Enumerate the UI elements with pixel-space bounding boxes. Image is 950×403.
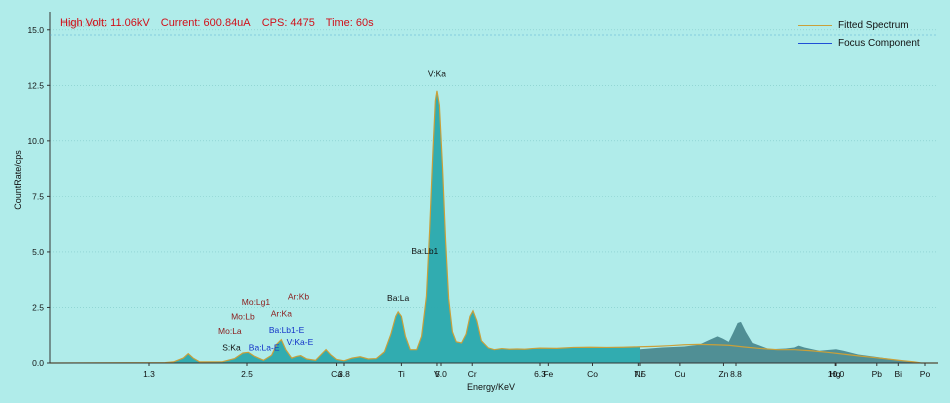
x-tick-label: Cr xyxy=(468,369,477,379)
x-tick-label: 10.0 xyxy=(828,369,845,379)
legend-swatch-focus xyxy=(798,42,832,44)
y-tick-label: 5.0 xyxy=(32,247,44,257)
peak-label: V:Ka-E xyxy=(287,337,314,347)
peak-label: Mo:La xyxy=(218,326,242,336)
x-tick-label: 7.5 xyxy=(634,369,646,379)
x-tick-label: Bi xyxy=(895,369,903,379)
x-ticks: 1.3 2.5 Ca3.8 Ti V5.0 Cr 6.3Fe Co Ni7.5 Cu Zn 8.8 Hg… xyxy=(143,363,930,379)
series-line-fitted-spectrum xyxy=(49,90,938,364)
peak-label: V:Ka xyxy=(428,68,446,78)
x-tick-label: Ni xyxy=(634,369,642,379)
x-tick-label: Po xyxy=(920,369,931,379)
x-tick-label: Pb xyxy=(872,369,883,379)
background-spectrum-area xyxy=(640,321,922,363)
legend-swatch-fitted xyxy=(798,24,832,26)
peak-label: Ba:La-E xyxy=(249,342,280,352)
legend-item-fitted-spectrum[interactable]: Fitted Spectrum xyxy=(798,16,920,34)
y-tick-label: 15.0 xyxy=(27,25,44,35)
axes xyxy=(49,12,938,364)
spectrum-areas xyxy=(50,90,922,363)
x-tick-label: 3.8 xyxy=(338,369,350,379)
peak-label: Ar:Ka xyxy=(271,308,293,318)
x-tick-label: 1.3 xyxy=(143,369,155,379)
y-axis-label: CountRate/cps xyxy=(13,150,23,210)
overlay-total-text: Total:4475 xyxy=(61,19,108,30)
y-tick-label: 7.5 xyxy=(32,191,44,201)
x-tick-label: 6.3 xyxy=(534,369,546,379)
high-volt-text: High Volt: 11.06kV xyxy=(60,17,150,29)
grid-lines xyxy=(50,29,938,364)
peak-label: Ba:Lb1-E xyxy=(269,325,305,335)
x-tick-label: 8.8 xyxy=(730,369,742,379)
series-lines xyxy=(49,90,938,364)
y-tick-label: 10.0 xyxy=(27,136,44,146)
x-tick-label: 2.5 xyxy=(241,369,253,379)
legend-label-focus: Focus Component xyxy=(838,37,920,49)
y-tick-label: 0.0 xyxy=(32,358,44,368)
x-tick-label: V xyxy=(434,369,440,379)
peak-label: Ar:Kb xyxy=(288,292,310,302)
peak-label: Ba:La xyxy=(387,293,409,303)
legend: Fitted Spectrum Focus Component xyxy=(798,16,920,52)
peak-label: Mo:Lg1 xyxy=(242,297,271,307)
x-tick-label: Ti xyxy=(398,369,405,379)
x-tick-label: Co xyxy=(587,369,598,379)
y-ticks: 0.0 2.5 5.0 7.5 10.0 12.5 15.0 xyxy=(27,25,50,368)
legend-item-focus-component[interactable]: Focus Component xyxy=(798,34,920,52)
status-bar: High Volt: 11.06kV Current: 600.84uA CPS… xyxy=(60,17,382,29)
current-text: Current: 600.84uA xyxy=(160,17,251,29)
x-tick-label: Fe xyxy=(543,369,553,379)
y-tick-label: 2.5 xyxy=(32,302,44,312)
x-tick-label: 5.0 xyxy=(435,369,447,379)
x-tick-label: Ca xyxy=(331,369,342,379)
x-axis-label: Energy/KeV xyxy=(467,382,515,392)
peak-label: Mo:Lb xyxy=(231,312,255,322)
x-tick-label: Hg xyxy=(830,369,841,379)
legend-label-fitted: Fitted Spectrum xyxy=(838,19,909,31)
cps-text: CPS: 4475 xyxy=(261,17,315,29)
x-tick-label: Cu xyxy=(674,369,685,379)
peak-label: S:Ka xyxy=(222,342,241,352)
fitted-spectrum-area xyxy=(50,90,640,363)
time-text: Time: 60s xyxy=(325,17,374,29)
peak-label: Ba:Lb1 xyxy=(411,246,438,256)
y-tick-label: 12.5 xyxy=(27,80,44,90)
x-tick-label: Zn xyxy=(718,369,728,379)
